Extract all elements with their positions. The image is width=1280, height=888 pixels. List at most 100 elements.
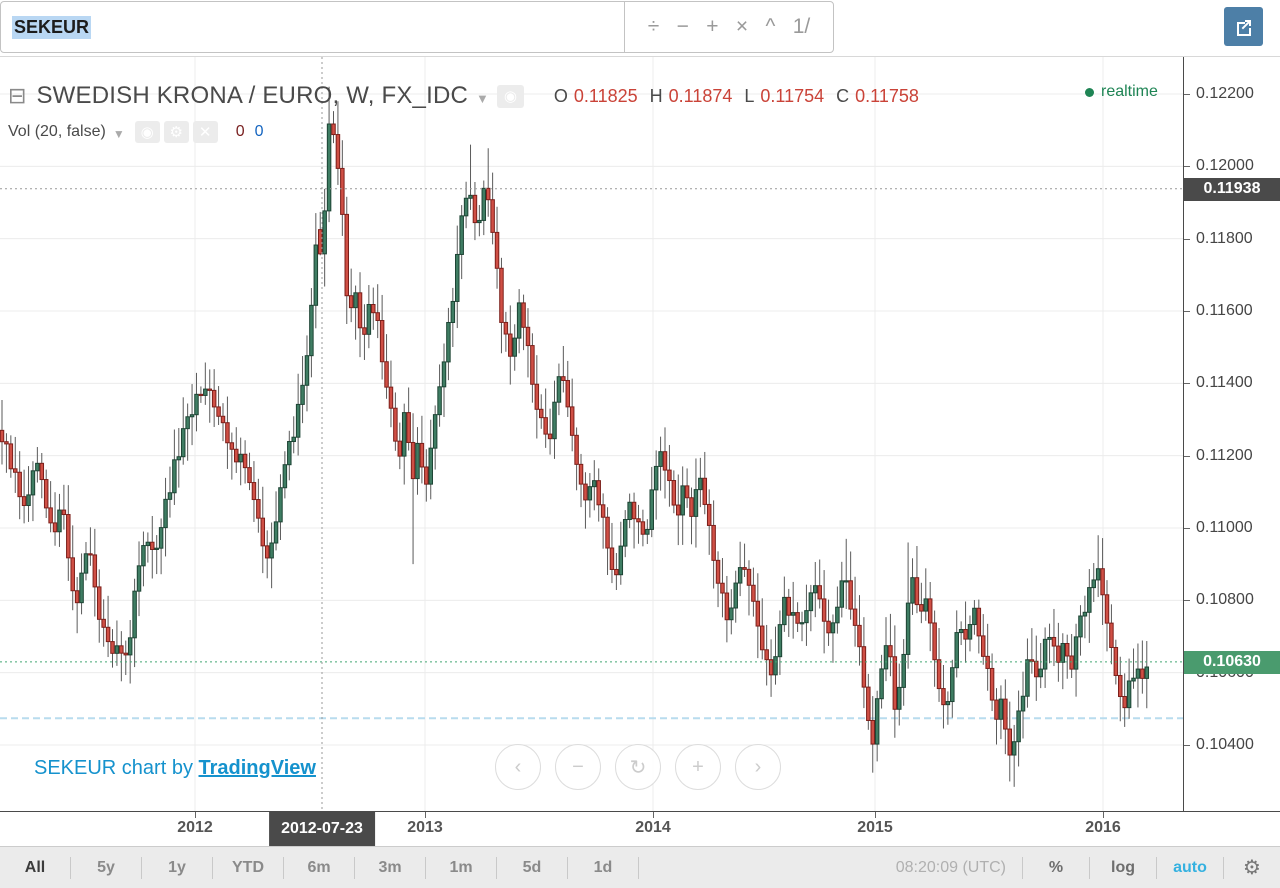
- price-tick-mark: [1184, 166, 1190, 168]
- open-in-new-icon: [1236, 19, 1251, 36]
- realtime-dot-icon: [1085, 87, 1094, 97]
- top-toolbar: SEKEUR ÷ − + × ^ 1/: [0, 0, 1280, 56]
- year-label: 2016: [1085, 819, 1121, 836]
- open-value: 0.11825: [573, 85, 638, 106]
- realtime-label: realtime: [1101, 83, 1158, 100]
- date-axis[interactable]: 2012 2013 2014 2015 2016 2012-07-23: [0, 812, 1280, 846]
- close-value: 0.11758: [855, 85, 919, 106]
- toolbar-gear-icon[interactable]: ⚙: [1243, 857, 1261, 879]
- price-tick-mark: [1184, 383, 1190, 385]
- open-label: O: [553, 85, 568, 106]
- bottom-toolbar: All 5y 1y YTD 6m 3m 1m 5d 1d 08:20:09 (U…: [0, 846, 1280, 888]
- price-tick-label: 0.11400: [1196, 374, 1253, 392]
- collapse-icon[interactable]: ⊟: [8, 83, 27, 108]
- pan-left-button[interactable]: ‹: [495, 744, 541, 790]
- minus-icon: −: [572, 755, 584, 778]
- chart-canvas[interactable]: [0, 57, 1183, 811]
- chevron-right-icon: ›: [754, 755, 762, 778]
- year-tick-mark: [1103, 812, 1104, 818]
- symbol-title[interactable]: SWEDISH KRONA / EURO, W, FX_IDC: [36, 82, 469, 109]
- divider: [283, 856, 284, 879]
- range-6m-button[interactable]: 6m: [307, 858, 331, 876]
- pan-right-button[interactable]: ›: [735, 744, 781, 790]
- price-tick-mark: [1184, 94, 1190, 95]
- date-axis-border: [0, 811, 1280, 812]
- range-1y-button[interactable]: 1y: [168, 858, 186, 876]
- inverse-button[interactable]: 1/: [792, 15, 811, 38]
- high-label: H: [649, 85, 663, 106]
- divider: [638, 856, 639, 879]
- volume-indicator-row: Vol (20, false) ▼ ◉ ⚙ ✕ 0 0: [8, 120, 264, 144]
- chart-legend: ⊟ SWEDISH KRONA / EURO, W, FX_IDC ▼ ◉ O …: [8, 81, 919, 111]
- range-5d-button[interactable]: 5d: [522, 858, 542, 876]
- price-tick-label: 0.10400: [1196, 736, 1254, 753]
- price-tick-label: 0.11800: [1196, 229, 1253, 247]
- chevron-down-icon[interactable]: ▼: [476, 90, 489, 106]
- ohlc-readout: O 0.11825 H 0.11874 L 0.11754 C 0.11758: [538, 86, 919, 107]
- price-tick-mark: [1184, 455, 1190, 457]
- range-all-button[interactable]: All: [24, 858, 46, 876]
- volume-value-1: 0: [235, 123, 245, 140]
- price-axis[interactable]: 0.12200 0.12000 0.11800 0.11600 0.11400 0.112…: [1184, 57, 1280, 811]
- reset-view-button[interactable]: ↻: [615, 744, 661, 790]
- crosshair-date-badge: 2012-07-23: [269, 812, 375, 846]
- price-tick-mark: [1184, 311, 1190, 312]
- divider: [1089, 856, 1090, 879]
- year-label: 2012: [177, 819, 213, 836]
- auto-scale-button[interactable]: auto: [1173, 858, 1207, 876]
- volume-indicator-label[interactable]: Vol (20, false): [8, 123, 106, 140]
- divider: [496, 856, 497, 879]
- year-tick-mark: [653, 812, 654, 818]
- last-price-badge: 0.10630: [1184, 650, 1280, 674]
- open-external-button[interactable]: [1224, 7, 1263, 46]
- price-tick-mark: [1184, 600, 1190, 602]
- multiply-button[interactable]: ×: [735, 15, 749, 38]
- range-1m-button[interactable]: 1m: [449, 858, 473, 876]
- price-tick-label: 0.11200: [1196, 446, 1253, 464]
- symbol-input[interactable]: SEKEUR: [0, 1, 625, 53]
- eye-visibility-icon[interactable]: ◉: [134, 121, 160, 143]
- remove-x-icon[interactable]: ✕: [192, 121, 218, 143]
- price-tick-mark: [1184, 238, 1190, 240]
- price-tick-label: 0.12000: [1196, 157, 1254, 175]
- camera-snapshot-icon[interactable]: ◉: [496, 84, 524, 108]
- divider: [212, 856, 213, 879]
- divider: [1223, 856, 1224, 879]
- percent-scale-button[interactable]: %: [1048, 858, 1064, 876]
- attribution: SEKEUR chart by TradingView: [34, 757, 316, 780]
- zoom-in-button[interactable]: +: [675, 744, 721, 790]
- year-label: 2014: [635, 819, 671, 836]
- year-tick-mark: [195, 812, 196, 818]
- divider: [354, 856, 355, 879]
- divider: [1156, 856, 1157, 879]
- tradingview-link[interactable]: TradingView: [198, 757, 316, 779]
- range-1d-button[interactable]: 1d: [593, 858, 613, 876]
- realtime-status: realtime: [1085, 83, 1158, 101]
- price-tick-mark: [1184, 528, 1190, 529]
- chart-widget: ⊟ SWEDISH KRONA / EURO, W, FX_IDC ▼ ◉ O …: [0, 56, 1280, 888]
- range-3m-button[interactable]: 3m: [378, 858, 402, 876]
- price-tick-mark: [1184, 745, 1190, 746]
- clock-utc-label: 08:20:09 (UTC): [895, 858, 1006, 876]
- chart-nav-controls: ‹ − ↻ + ›: [495, 744, 795, 790]
- price-tick-label: 0.10800: [1196, 591, 1254, 609]
- range-5y-button[interactable]: 5y: [97, 858, 115, 876]
- year-label: 2013: [407, 819, 443, 836]
- symbol-input-value[interactable]: SEKEUR: [12, 15, 92, 39]
- low-value: 0.11754: [760, 85, 825, 106]
- price-tick-label: 0.12200: [1196, 85, 1254, 102]
- range-ytd-button[interactable]: YTD: [232, 858, 264, 876]
- zoom-out-button[interactable]: −: [555, 744, 601, 790]
- plus-button[interactable]: +: [706, 15, 719, 38]
- plus-icon: +: [692, 755, 704, 778]
- divider: [567, 856, 568, 879]
- chevron-down-icon[interactable]: ▼: [112, 126, 125, 141]
- divider: [70, 856, 71, 879]
- chevron-left-icon: ‹: [514, 755, 522, 778]
- power-button[interactable]: ^: [765, 15, 776, 38]
- divide-button[interactable]: ÷: [647, 15, 660, 38]
- log-scale-button[interactable]: log: [1111, 858, 1135, 876]
- minus-button[interactable]: −: [676, 15, 689, 38]
- settings-gear-icon[interactable]: ⚙: [163, 121, 189, 143]
- year-tick-mark: [875, 812, 876, 818]
